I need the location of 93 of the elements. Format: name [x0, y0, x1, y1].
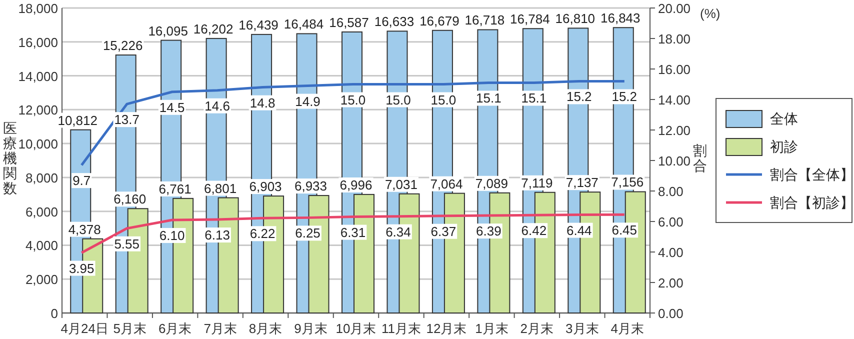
y2-tick-label: 4.00 — [658, 245, 684, 260]
y-tick-label: 8,000 — [25, 170, 58, 186]
data-label: 14.8 — [250, 95, 276, 110]
data-label: 15.2 — [612, 89, 638, 104]
legend-label: 初診 — [770, 138, 798, 154]
y2-tick-label: 12.00 — [658, 123, 691, 138]
legend-label: 割合【初診】 — [770, 194, 854, 210]
data-label: 16,718 — [464, 12, 505, 28]
data-label: 16,439 — [238, 17, 278, 32]
data-label: 6.25 — [295, 226, 320, 241]
y-tick-label: 4,000 — [25, 238, 58, 254]
x-tick-label: 12月末 — [426, 321, 467, 336]
data-label: 16,095 — [148, 23, 188, 38]
data-label: 7,137 — [566, 175, 598, 190]
y2-tick-label: 10.00 — [658, 154, 691, 168]
data-label: 16,810 — [555, 11, 596, 26]
data-label: 6,160 — [114, 192, 146, 207]
y-tick-label: 6,000 — [25, 204, 58, 220]
x-tick-label: 6月末 — [158, 321, 192, 336]
y2-axis-title: 割合 — [693, 142, 707, 174]
x-tick-label: 4月24日 — [60, 321, 108, 336]
y2-tick-label: 6.00 — [658, 214, 684, 230]
legend-label: 全体 — [770, 110, 798, 126]
data-label: 6.44 — [566, 222, 592, 238]
x-tick-label: 5月末 — [113, 321, 146, 336]
x-tick-label: 2月末 — [520, 321, 554, 336]
y-axis-title: 医療機関数 — [3, 120, 17, 196]
data-label: 14.9 — [295, 94, 320, 109]
data-label: 16,202 — [193, 21, 234, 36]
data-label: 6,996 — [340, 177, 372, 192]
data-label: 6.31 — [340, 224, 366, 240]
legend-label: 割合【全体】 — [770, 166, 854, 182]
y2-tick-label: 14.00 — [658, 92, 691, 108]
y-tick-label: 10,000 — [18, 136, 58, 152]
data-label: 6.22 — [250, 226, 276, 242]
data-label: 15,226 — [102, 38, 143, 54]
data-label: 6,903 — [249, 179, 282, 194]
x-tick-label: 9月末 — [294, 321, 328, 336]
data-label: 14.6 — [204, 98, 230, 114]
data-label: 7,156 — [611, 174, 644, 190]
data-label: 16,484 — [284, 16, 324, 32]
data-label: 9.7 — [72, 173, 91, 188]
y-tick-label: 14,000 — [18, 68, 58, 84]
data-label: 6.34 — [386, 224, 411, 240]
y2-tick-label: 16.00 — [658, 62, 691, 77]
data-label: 15.0 — [340, 92, 366, 108]
data-label: 15.2 — [566, 89, 592, 104]
y2-tick-label: 8.00 — [658, 184, 684, 199]
data-label: 15.0 — [430, 92, 456, 108]
y2-tick-label: 2.00 — [658, 276, 684, 290]
y-tick-label: 2,000 — [25, 272, 58, 288]
data-label: 16,784 — [510, 12, 550, 27]
y-tick-label: 18,000 — [18, 1, 58, 16]
data-label: 16,843 — [600, 10, 640, 26]
x-tick-label: 7月末 — [204, 321, 237, 336]
data-label: 7,119 — [521, 175, 553, 190]
y-tick-label: 16,000 — [18, 34, 58, 50]
data-label: 6.39 — [476, 224, 502, 239]
data-label: 4,378 — [68, 222, 101, 237]
data-label: 7,064 — [430, 176, 463, 192]
data-label: 6.10 — [159, 228, 185, 243]
x-tick-label: 8月末 — [248, 321, 282, 336]
data-label: 6.13 — [204, 228, 230, 243]
x-tick-label: 3月末 — [566, 321, 599, 336]
data-label: 6,933 — [294, 178, 328, 194]
data-label: 7,031 — [384, 176, 418, 192]
text: (%) — [700, 6, 720, 21]
data-label: 15.1 — [476, 90, 502, 106]
data-label: 16,633 — [374, 14, 414, 30]
data-label: 6,761 — [158, 181, 192, 196]
data-label: 7,089 — [475, 176, 508, 191]
y-tick-label: 12,000 — [18, 102, 58, 118]
data-label: 6.45 — [612, 222, 638, 238]
data-label: 3.95 — [68, 260, 94, 276]
data-label: 16,679 — [420, 13, 460, 28]
data-label: 6,801 — [204, 180, 237, 196]
x-tick-label: 11月末 — [381, 321, 421, 336]
data-label: 16,587 — [329, 14, 369, 30]
data-label: 6.37 — [430, 224, 456, 239]
y-tick-label: 0 — [50, 306, 58, 321]
data-label: 6.42 — [521, 223, 547, 238]
data-label: 15.0 — [386, 92, 411, 108]
y2-tick-label: 18.00 — [658, 32, 691, 46]
x-tick-label: 10月末 — [336, 321, 376, 336]
x-tick-label: 1月末 — [475, 321, 508, 336]
data-label: 10,812 — [58, 112, 98, 128]
data-label: 15.1 — [521, 90, 547, 106]
y2-tick-label: 0.00 — [658, 306, 684, 321]
x-tick-label: 4月末 — [610, 321, 644, 336]
data-label: 14.5 — [159, 100, 185, 115]
data-label: 13.7 — [114, 112, 140, 128]
y2-tick-label: 20.00 — [658, 1, 691, 16]
data-label: 5.55 — [114, 236, 140, 252]
